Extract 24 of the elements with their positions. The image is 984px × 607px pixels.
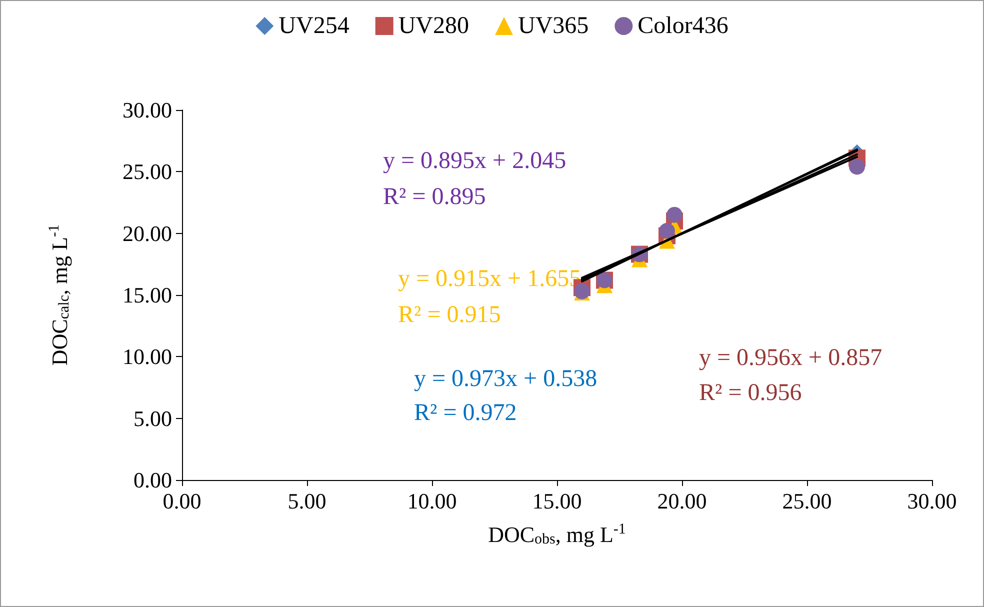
legend-label: Color436 — [638, 13, 728, 39]
legend-label: UV254 — [278, 13, 350, 39]
annotation: R² = 0.915 — [398, 302, 501, 328]
x-tick-label: 25.00 — [782, 488, 832, 514]
y-tick-label: 30.00 — [122, 98, 172, 122]
annotation: y = 0.956x + 0.857 — [698, 345, 882, 371]
annotation: R² = 0.956 — [698, 380, 802, 406]
x-tick-label: 15.00 — [532, 488, 582, 514]
annotation: R² = 0.895 — [382, 184, 486, 210]
legend-label: UV365 — [518, 13, 589, 39]
annotation: y = 0.895x + 2.045 — [382, 148, 566, 174]
x-tick-label: 5.00 — [288, 488, 326, 514]
x-tick-label: 20.00 — [657, 488, 707, 514]
y-tick-label: 20.00 — [122, 220, 172, 246]
x-tick-label: 10.00 — [407, 488, 457, 514]
y-tick-label: 25.00 — [122, 159, 172, 184]
legend-label: UV280 — [398, 13, 470, 39]
y-axis-title: DOCcalc, mg L-1 — [46, 224, 72, 366]
x-tick-label: 30.00 — [907, 488, 957, 514]
annotation: y = 0.973x + 0.538 — [414, 366, 598, 392]
y-tick-label: 15.00 — [122, 282, 172, 308]
annotation: R² = 0.972 — [414, 400, 517, 426]
y-tick-label: 5.00 — [134, 406, 172, 431]
y-tick-label: 10.00 — [122, 344, 172, 370]
